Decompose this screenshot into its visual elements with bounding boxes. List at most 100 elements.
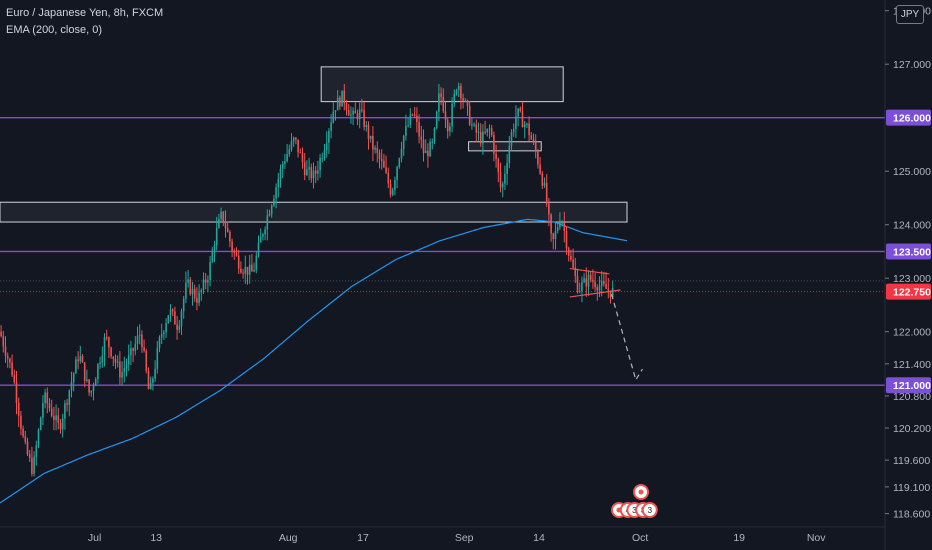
- candle-body: [543, 182, 546, 186]
- candle: [396, 165, 398, 189]
- candle-body: [149, 382, 152, 390]
- time-tick-label: 14: [533, 532, 545, 544]
- candle: [299, 148, 302, 154]
- candle: [550, 213, 552, 242]
- candle: [297, 139, 299, 158]
- candle-body: [176, 324, 178, 330]
- candle: [218, 213, 220, 229]
- event-marker-label: 3: [648, 506, 653, 515]
- candle: [356, 109, 359, 126]
- candle-body: [171, 309, 174, 312]
- currency-button[interactable]: JPY: [896, 5, 924, 24]
- time-tick-label: 17: [357, 532, 369, 544]
- candle: [284, 153, 286, 170]
- candle-body: [90, 391, 93, 393]
- candle-body: [185, 282, 187, 299]
- candle-body: [202, 279, 205, 290]
- candle-body: [431, 141, 434, 143]
- candle: [204, 272, 207, 290]
- price-tick-label: 127.000: [893, 59, 931, 71]
- candle-body: [154, 368, 156, 379]
- candle-body: [506, 163, 508, 174]
- candle: [607, 277, 610, 299]
- candle: [303, 152, 306, 181]
- candle: [453, 89, 456, 108]
- candle: [143, 339, 145, 353]
- event-marker[interactable]: [633, 484, 649, 500]
- candle-body: [473, 124, 475, 126]
- candle-body: [314, 170, 317, 174]
- candle: [572, 248, 574, 269]
- candle: [446, 117, 449, 139]
- candle-body: [198, 292, 200, 303]
- candle-body: [374, 147, 376, 150]
- candle: [53, 406, 55, 431]
- candle: [127, 344, 130, 371]
- candle-body: [13, 375, 16, 383]
- candle-body: [26, 441, 29, 455]
- candle: [334, 110, 337, 121]
- candle: [563, 211, 566, 243]
- candle-body: [339, 97, 341, 107]
- candle: [330, 113, 332, 139]
- candle-body: [68, 390, 71, 405]
- candle: [389, 179, 392, 198]
- candle-body: [147, 371, 150, 390]
- candle: [471, 117, 473, 130]
- candle: [231, 238, 233, 258]
- symbol-title[interactable]: Euro / Japanese Yen, 8h, FXCM: [6, 7, 164, 19]
- candle-body: [490, 128, 493, 136]
- candle-body: [519, 108, 522, 112]
- candle-body: [411, 114, 414, 116]
- candle-body: [182, 298, 185, 312]
- candle: [229, 230, 231, 248]
- candle-body: [532, 139, 535, 143]
- candle: [191, 281, 194, 306]
- candle-body: [231, 241, 233, 252]
- zone-rectangle-0: [320, 66, 564, 103]
- triangle-lower-line: [569, 289, 621, 298]
- candle-body: [66, 403, 68, 405]
- time-axis-bg: [0, 527, 932, 550]
- candle: [160, 323, 163, 345]
- candle-body: [495, 153, 497, 159]
- price-tick-label: 125.000: [893, 166, 931, 178]
- candle-body: [583, 278, 585, 283]
- candle-body: [248, 264, 251, 275]
- candle-body: [169, 309, 172, 316]
- candle-body: [262, 234, 264, 237]
- candle: [567, 246, 570, 262]
- candle: [182, 295, 185, 319]
- candle: [488, 124, 491, 139]
- candle: [369, 135, 372, 143]
- candle-body: [33, 456, 35, 474]
- indicator-label[interactable]: EMA (200, close, 0): [6, 24, 102, 36]
- event-marker[interactable]: 3: [641, 502, 658, 518]
- candle: [268, 209, 271, 217]
- candle-body: [607, 288, 610, 291]
- candle-body: [264, 229, 266, 235]
- candle: [589, 272, 592, 283]
- candle-body: [165, 323, 167, 332]
- candle: [277, 172, 280, 198]
- candle-body: [303, 162, 306, 176]
- event-marker-dot: [638, 489, 644, 495]
- candle: [94, 376, 97, 387]
- candle-body: [354, 110, 357, 114]
- candle-body: [189, 279, 192, 295]
- candle-body: [409, 114, 412, 126]
- candle-body: [244, 266, 247, 274]
- candle: [376, 141, 379, 163]
- candle-body: [209, 262, 211, 281]
- candle: [413, 106, 416, 118]
- candle-body: [138, 334, 141, 336]
- candle: [424, 139, 427, 154]
- candle: [576, 268, 579, 294]
- candle: [609, 290, 612, 304]
- candle-body: [308, 167, 310, 170]
- candle-body: [97, 363, 99, 379]
- candle-body: [446, 120, 449, 132]
- candle: [385, 155, 387, 175]
- candle: [125, 358, 128, 377]
